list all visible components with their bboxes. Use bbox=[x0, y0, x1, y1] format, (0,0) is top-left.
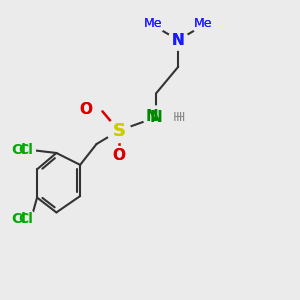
Circle shape bbox=[169, 31, 188, 50]
Circle shape bbox=[109, 121, 128, 140]
Circle shape bbox=[143, 107, 162, 126]
Circle shape bbox=[16, 209, 35, 229]
Circle shape bbox=[110, 147, 128, 165]
Text: Cl: Cl bbox=[11, 212, 26, 226]
Circle shape bbox=[194, 14, 213, 33]
Text: Me: Me bbox=[144, 17, 162, 30]
Text: O: O bbox=[112, 148, 125, 164]
Text: H: H bbox=[172, 111, 182, 124]
Text: Cl: Cl bbox=[18, 143, 33, 157]
Circle shape bbox=[16, 209, 35, 229]
Circle shape bbox=[16, 140, 35, 160]
Text: S: S bbox=[112, 122, 125, 140]
Text: N: N bbox=[172, 32, 184, 47]
Circle shape bbox=[16, 140, 35, 160]
Circle shape bbox=[163, 108, 182, 128]
Circle shape bbox=[109, 146, 128, 166]
Text: H: H bbox=[175, 111, 184, 124]
Text: S: S bbox=[112, 122, 125, 140]
Circle shape bbox=[107, 119, 131, 142]
Text: O: O bbox=[80, 102, 93, 117]
Circle shape bbox=[143, 14, 163, 33]
Text: Me: Me bbox=[194, 17, 213, 30]
Text: N: N bbox=[150, 110, 162, 125]
Circle shape bbox=[77, 101, 95, 119]
Text: Me: Me bbox=[144, 17, 162, 30]
Circle shape bbox=[192, 12, 215, 35]
Text: Me: Me bbox=[194, 17, 213, 30]
Text: O: O bbox=[112, 148, 125, 164]
Text: Cl: Cl bbox=[18, 212, 33, 226]
Circle shape bbox=[168, 30, 188, 50]
Circle shape bbox=[142, 12, 164, 35]
Text: Cl: Cl bbox=[11, 143, 26, 157]
Text: N: N bbox=[172, 32, 184, 47]
Circle shape bbox=[76, 100, 96, 119]
Circle shape bbox=[145, 106, 167, 129]
Text: O: O bbox=[80, 102, 93, 117]
Text: N: N bbox=[146, 109, 159, 124]
